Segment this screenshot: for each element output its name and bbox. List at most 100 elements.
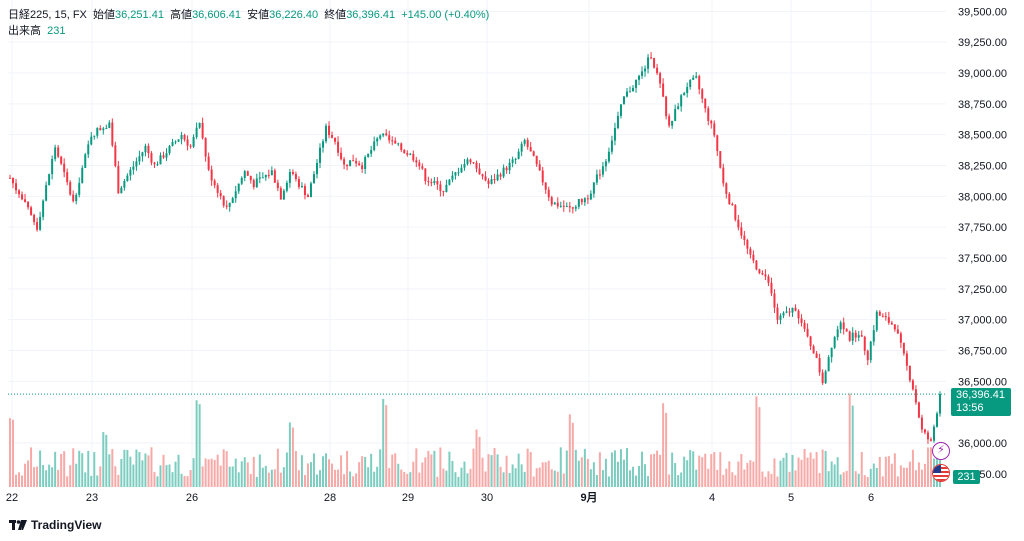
candle-body: [346, 164, 349, 167]
volume-bar: [373, 471, 376, 487]
volume-bar: [737, 461, 740, 487]
candle-body: [887, 317, 890, 323]
candle-body: [902, 342, 905, 354]
volume-bar: [18, 472, 21, 487]
lightning-icon[interactable]: ⚡: [932, 442, 950, 460]
volume-bar: [619, 449, 622, 487]
candle-body: [842, 322, 845, 330]
volume-bar: [632, 466, 635, 487]
volume-bar: [207, 459, 210, 487]
volume-bar: [352, 476, 355, 487]
candle-body: [174, 141, 177, 143]
volume-bar: [541, 462, 544, 487]
volume-bar: [180, 473, 183, 487]
volume-bar: [72, 448, 75, 487]
tradingview-watermark[interactable]: TradingView: [9, 518, 101, 532]
volume-bar: [162, 454, 165, 487]
candle-body: [81, 167, 84, 183]
candle-body: [511, 159, 514, 163]
candle-body: [343, 159, 346, 165]
volume-bar: [592, 462, 595, 487]
candle-body: [803, 322, 806, 329]
volume-bar: [33, 467, 36, 487]
candle-body: [403, 149, 406, 154]
volume-bar: [767, 471, 770, 487]
volume-bar: [171, 472, 174, 487]
volume-bar: [376, 466, 379, 487]
volume-bar: [219, 465, 222, 487]
volume-bar: [174, 461, 177, 487]
volume-bar: [812, 458, 815, 487]
volume-bar: [526, 448, 529, 487]
us-flag-icon[interactable]: [932, 464, 950, 482]
volume-bar: [616, 461, 619, 487]
volume-bar: [255, 476, 258, 487]
candle-body: [111, 122, 114, 146]
volume-bar: [613, 450, 616, 487]
volume-bar: [860, 451, 863, 487]
candle-body: [800, 318, 803, 323]
volume-bar: [659, 454, 662, 487]
candle-body: [162, 155, 165, 158]
candle-body: [21, 194, 24, 200]
candle-body: [186, 139, 189, 146]
candle-body: [225, 205, 228, 207]
volume-bar: [285, 452, 288, 487]
price-tick-label: 36,000.00: [958, 438, 1007, 450]
volume-bar: [851, 405, 854, 487]
candle-body: [812, 346, 815, 354]
volume-bar: [761, 471, 764, 487]
candle-body: [638, 75, 641, 80]
candle-body: [827, 357, 830, 372]
time-tick-label: 26: [186, 492, 198, 504]
volume-bar: [403, 471, 406, 487]
volume-bar: [361, 456, 364, 487]
volume-bar: [863, 475, 866, 487]
volume-bar: [689, 450, 692, 487]
candle-body: [361, 165, 364, 169]
volume-bar: [683, 456, 686, 487]
candle-body: [114, 145, 117, 166]
candle-body: [689, 79, 692, 88]
candle-body: [15, 183, 18, 191]
candle-body: [731, 203, 734, 206]
candle-body: [710, 120, 713, 124]
volume-bar: [457, 476, 460, 487]
symbol-label[interactable]: 日経225, 15, FX: [8, 9, 87, 21]
price-tick-label: 39,250.00: [958, 37, 1007, 49]
volume-bar: [57, 469, 60, 487]
candle-body: [189, 145, 192, 147]
candle-body: [249, 175, 252, 181]
candle-body: [749, 248, 752, 255]
volume-bar: [544, 462, 547, 487]
volume-bar: [222, 449, 225, 487]
volume-bar: [198, 404, 201, 487]
candle-body: [421, 166, 424, 169]
candle-body: [704, 98, 707, 109]
candle-body: [12, 177, 15, 184]
candle-body: [331, 135, 334, 138]
volume-bar: [45, 470, 48, 487]
candle-body: [45, 185, 48, 201]
candle-body: [848, 331, 851, 341]
volume-bar: [454, 472, 457, 487]
volume-bar: [319, 470, 321, 487]
volume-bar: [75, 463, 78, 487]
candle-body: [60, 156, 63, 164]
volume-bar: [96, 475, 99, 487]
candle-body: [830, 347, 833, 358]
candle-body: [899, 333, 902, 343]
volume-bar: [848, 393, 851, 487]
volume-bar: [364, 457, 367, 487]
candle-body: [210, 169, 213, 181]
candle-body: [935, 413, 938, 427]
candle-body: [469, 159, 472, 163]
candle-body: [165, 153, 168, 158]
volume-bar: [466, 473, 469, 487]
volume-bar: [854, 471, 857, 487]
legend-row-ohlc: 日経225, 15, FX 始値36,251.41 高値36,606.41 安値…: [8, 8, 489, 22]
candle-body: [866, 350, 869, 361]
candle-body: [297, 179, 300, 187]
candle-body: [30, 207, 33, 215]
